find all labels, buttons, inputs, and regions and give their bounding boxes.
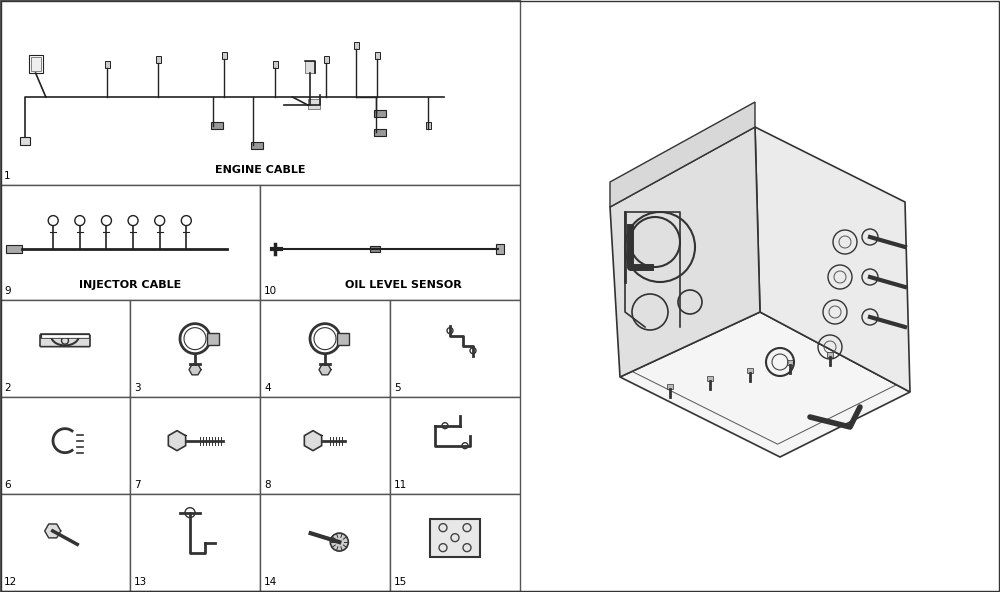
Bar [375,52,380,59]
Bar [747,368,753,373]
Text: 12: 12 [4,577,17,587]
Polygon shape [610,127,760,377]
Text: 13: 13 [134,577,147,587]
Bar [390,300,520,397]
Bar [20,137,30,145]
Polygon shape [45,524,61,538]
Text: 14: 14 [264,577,277,587]
Polygon shape [755,127,910,392]
Bar [222,52,227,59]
Bar [390,397,520,494]
Text: 6: 6 [4,480,11,490]
Bar [305,61,315,73]
Text: 4: 4 [264,383,271,393]
Bar [156,56,160,63]
Bar [787,360,793,365]
Bar [273,61,278,68]
Text: 11: 11 [394,480,407,490]
Bar [0,0,520,185]
FancyBboxPatch shape [40,334,90,347]
Polygon shape [610,102,755,207]
Bar [130,397,260,494]
Bar [130,300,260,397]
Bar [0,494,130,591]
Bar [0,397,130,494]
Bar [207,333,219,345]
Circle shape [330,533,348,551]
Text: OIL LEVEL SENSOR: OIL LEVEL SENSOR [345,280,461,290]
Text: 7: 7 [134,480,141,490]
Bar [390,494,520,591]
Bar [430,519,480,556]
Text: 2: 2 [4,383,11,393]
Text: INJECTOR CABLE: INJECTOR CABLE [79,280,181,290]
Text: 8: 8 [264,480,271,490]
Bar [29,55,43,73]
Bar [308,99,320,109]
Bar [6,245,22,253]
Bar [211,123,223,129]
Bar [324,56,329,63]
Text: ENGINE CABLE: ENGINE CABLE [215,165,305,175]
Bar [104,61,110,68]
Bar [337,333,349,345]
Polygon shape [319,365,331,375]
Bar [354,42,359,49]
Polygon shape [304,430,322,451]
Bar [707,376,713,381]
Bar [827,352,833,357]
Text: 3: 3 [134,383,141,393]
Bar [130,494,260,591]
Bar [260,494,390,591]
Polygon shape [189,365,201,375]
Polygon shape [620,312,910,457]
Bar [260,397,390,494]
Text: 15: 15 [394,577,407,587]
Text: 1: 1 [4,171,11,181]
Text: 10: 10 [264,286,277,296]
Bar [496,244,504,254]
Bar [374,128,386,136]
Bar [374,110,386,117]
Bar [260,300,390,397]
Bar [370,246,380,252]
Bar [667,384,673,389]
Bar [0,300,130,397]
Bar [31,57,41,71]
Text: 5: 5 [394,383,401,393]
Polygon shape [168,430,186,451]
Text: 9: 9 [4,286,11,296]
Bar [426,122,431,129]
Bar [251,141,263,149]
Bar [0,185,260,300]
Bar [260,185,520,300]
